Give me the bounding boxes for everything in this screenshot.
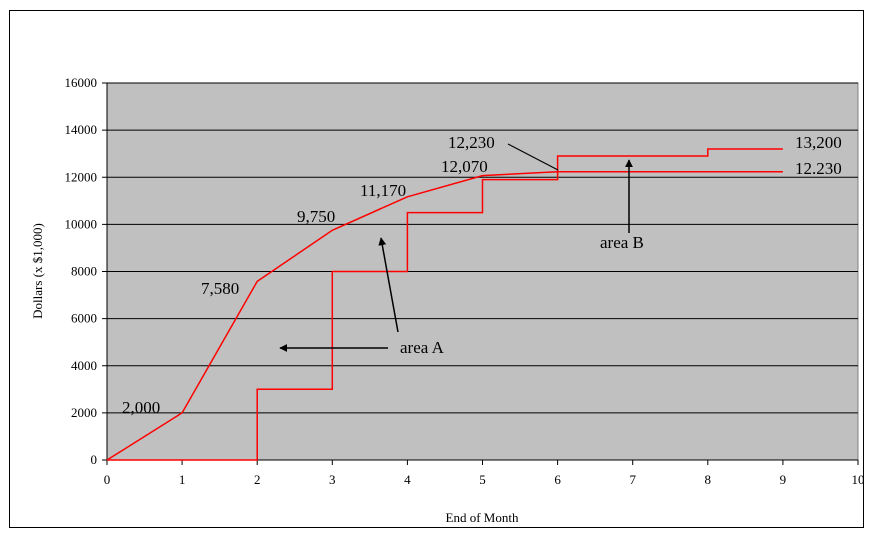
y-tick-label-6: 12000 xyxy=(65,169,98,184)
end-label-lower: 12.230 xyxy=(795,159,842,178)
series-line-2 xyxy=(107,148,783,461)
x-tick-label-6: 6 xyxy=(554,472,561,487)
x-tick-label-3: 3 xyxy=(329,472,336,487)
series-line-0 xyxy=(106,171,558,461)
y-tick-label-2: 4000 xyxy=(71,358,97,373)
y-tick-label-1: 2000 xyxy=(71,405,97,420)
end-label-upper: 13,200 xyxy=(795,133,842,152)
x-tick-label-5: 5 xyxy=(479,472,486,487)
data-label-month6: 12,230 xyxy=(448,133,495,152)
x-tick-label-7: 7 xyxy=(629,472,636,487)
data-label-month1: 2,000 xyxy=(122,398,160,417)
x-tick-label-0: 0 xyxy=(104,472,111,487)
x-tick-labels: 0 1 2 3 4 5 6 7 8 9 10 xyxy=(104,472,865,487)
x-tick-label-2: 2 xyxy=(254,472,261,487)
y-tick-labels: 0 2000 4000 6000 8000 10000 12000 14000 16000 xyxy=(65,75,98,467)
y-tick-label-5: 10000 xyxy=(65,216,98,231)
data-label-month4: 11,170 xyxy=(360,181,406,200)
data-label-month5: 12,070 xyxy=(441,157,488,176)
area-b-label: area B xyxy=(600,233,644,252)
area-a-label: area A xyxy=(400,338,445,357)
data-label-month3: 9,750 xyxy=(297,207,335,226)
x-tick-label-4: 4 xyxy=(404,472,411,487)
x-tick-label-10: 10 xyxy=(852,472,865,487)
gridlines xyxy=(107,82,858,414)
data-label-month2: 7,580 xyxy=(201,279,239,298)
y-axis-title: Dollars (x $1,000) xyxy=(30,223,45,319)
x-axis-title: End of Month xyxy=(446,510,519,525)
series-layer xyxy=(106,148,783,461)
leader-line-month6 xyxy=(507,143,559,171)
y-tick-label-8: 16000 xyxy=(65,75,98,90)
area-a-arrow-up xyxy=(378,237,399,333)
x-tick-label-9: 9 xyxy=(780,472,787,487)
x-tick-label-8: 8 xyxy=(705,472,712,487)
x-tick-label-1: 1 xyxy=(179,472,186,487)
y-tick-label-0: 0 xyxy=(91,452,98,467)
y-tick-label-4: 8000 xyxy=(71,264,97,279)
y-tick-label-7: 14000 xyxy=(65,122,98,137)
y-tick-label-3: 6000 xyxy=(71,311,97,326)
